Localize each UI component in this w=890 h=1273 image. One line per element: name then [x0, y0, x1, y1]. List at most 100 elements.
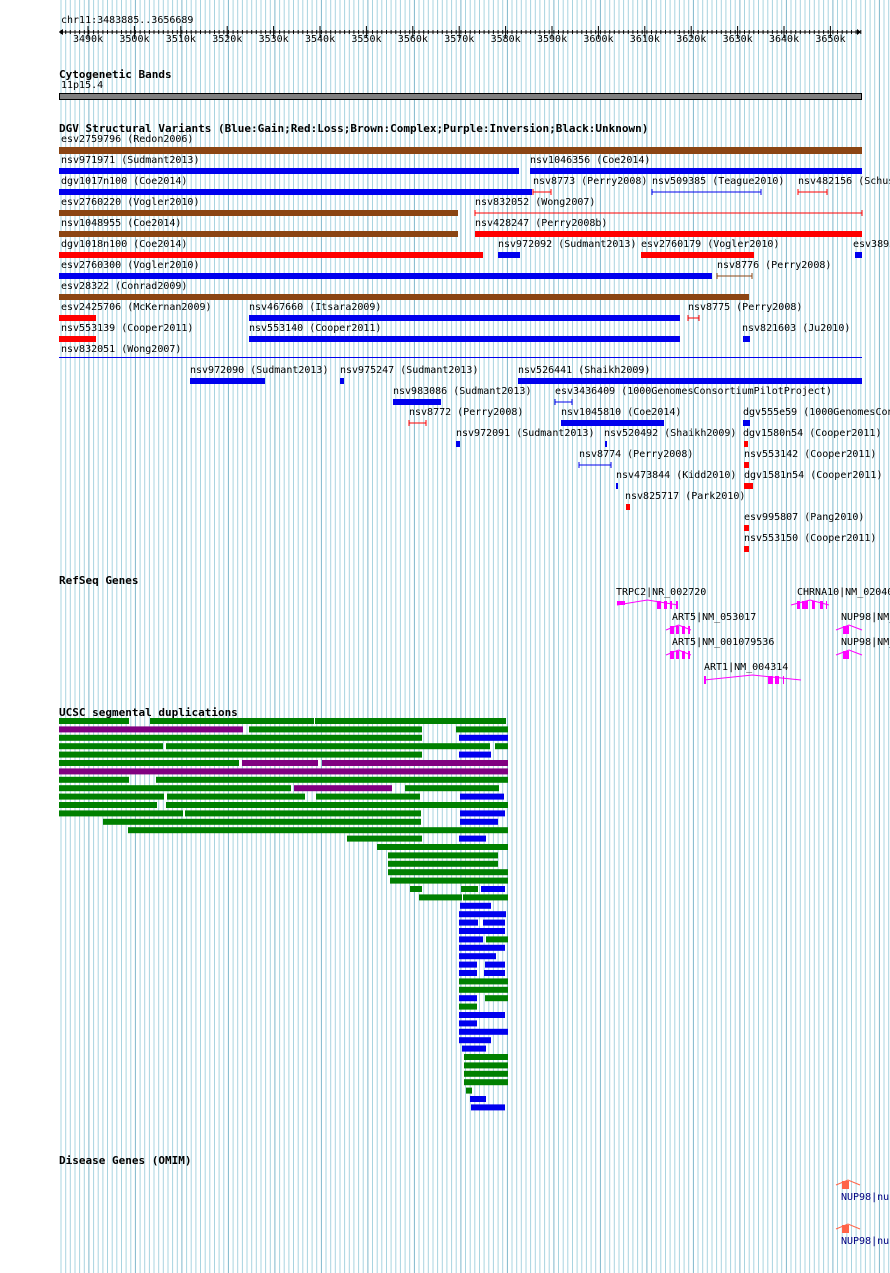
- dgv-feature-glyph[interactable]: [59, 252, 483, 258]
- dgv-feature-glyph[interactable]: [340, 378, 344, 384]
- dgv-feature-glyph[interactable]: [190, 378, 265, 384]
- segdup-block[interactable]: [483, 919, 505, 926]
- cytoband-bar[interactable]: [59, 93, 862, 100]
- segdup-block[interactable]: [156, 776, 508, 783]
- segdup-block[interactable]: [377, 844, 508, 850]
- segdup-block[interactable]: [59, 768, 508, 775]
- segdup-block[interactable]: [459, 1028, 508, 1035]
- dgv-feature-glyph[interactable]: [59, 357, 862, 358]
- segdup-block[interactable]: [459, 961, 477, 968]
- segdup-block[interactable]: [459, 734, 508, 741]
- segdup-block[interactable]: [464, 1070, 508, 1077]
- segdup-block[interactable]: [459, 944, 505, 951]
- segdup-block[interactable]: [459, 970, 477, 976]
- segdup-block[interactable]: [485, 995, 508, 1002]
- dgv-feature-glyph[interactable]: [59, 189, 532, 195]
- segdup-block[interactable]: [466, 1087, 472, 1094]
- dgv-feature-glyph[interactable]: [249, 336, 680, 342]
- dgv-feature-glyph[interactable]: [578, 462, 612, 468]
- segdup-block[interactable]: [59, 734, 422, 741]
- segdup-block[interactable]: [459, 919, 478, 926]
- segdup-block[interactable]: [471, 1104, 505, 1111]
- segdup-block[interactable]: [456, 726, 508, 733]
- segdup-block[interactable]: [316, 793, 420, 800]
- segdup-block[interactable]: [185, 810, 421, 817]
- segdup-block[interactable]: [128, 827, 508, 834]
- segdup-block[interactable]: [249, 726, 422, 733]
- segdup-block[interactable]: [459, 995, 477, 1002]
- dgv-feature-glyph[interactable]: [475, 231, 862, 237]
- dgv-feature-glyph[interactable]: [498, 252, 520, 258]
- segdup-block[interactable]: [459, 936, 483, 943]
- segdup-block[interactable]: [459, 1012, 505, 1018]
- dgv-feature-glyph[interactable]: [716, 273, 753, 279]
- segdup-block[interactable]: [150, 718, 314, 724]
- segdup-block[interactable]: [459, 751, 491, 758]
- dgv-feature-glyph[interactable]: [744, 483, 753, 489]
- dgv-feature-glyph[interactable]: [641, 252, 754, 258]
- segdup-block[interactable]: [459, 835, 486, 842]
- segdup-block[interactable]: [459, 986, 508, 993]
- segdup-block[interactable]: [347, 835, 422, 842]
- dgv-feature-glyph[interactable]: [456, 441, 460, 447]
- segdup-block[interactable]: [459, 1003, 477, 1010]
- segdup-block[interactable]: [390, 877, 508, 884]
- dgv-feature-glyph[interactable]: [59, 315, 96, 321]
- dgv-feature-glyph[interactable]: [743, 336, 750, 342]
- dgv-feature-glyph[interactable]: [744, 525, 749, 531]
- dgv-feature-glyph[interactable]: [743, 420, 750, 426]
- refseq-gene-glyph[interactable]: [665, 624, 692, 634]
- segdup-block[interactable]: [388, 852, 498, 859]
- dgv-feature-glyph[interactable]: [530, 168, 862, 174]
- dgv-feature-glyph[interactable]: [393, 399, 441, 405]
- dgv-feature-glyph[interactable]: [651, 189, 762, 195]
- omim-gene-glyph[interactable]: [835, 1179, 861, 1189]
- segdup-block[interactable]: [486, 936, 508, 943]
- dgv-feature-glyph[interactable]: [59, 273, 712, 279]
- segdup-block[interactable]: [388, 860, 498, 867]
- dgv-feature-glyph[interactable]: [59, 336, 96, 342]
- dgv-feature-glyph[interactable]: [744, 441, 748, 447]
- segdup-block[interactable]: [481, 886, 505, 892]
- dgv-feature-glyph[interactable]: [605, 441, 607, 447]
- dgv-feature-glyph[interactable]: [744, 462, 749, 468]
- segdup-block[interactable]: [315, 718, 506, 724]
- dgv-feature-glyph[interactable]: [797, 189, 828, 195]
- segdup-block[interactable]: [59, 810, 183, 817]
- segdup-block[interactable]: [294, 785, 392, 792]
- dgv-feature-glyph[interactable]: [408, 420, 427, 426]
- segdup-block[interactable]: [470, 1096, 486, 1102]
- dgv-feature-glyph[interactable]: [59, 210, 458, 216]
- segdup-block[interactable]: [242, 760, 318, 766]
- omim-gene-glyphs[interactable]: [0, 1170, 890, 1250]
- segdup-block[interactable]: [459, 953, 496, 960]
- segdup-block[interactable]: [419, 894, 462, 901]
- dgv-feature-glyph[interactable]: [59, 147, 862, 154]
- dgv-feature-glyph[interactable]: [687, 315, 700, 321]
- segdup-blocks[interactable]: [0, 716, 890, 1136]
- dgv-feature-glyph[interactable]: [626, 504, 630, 510]
- dgv-feature-glyph[interactable]: [59, 168, 519, 174]
- segdup-block[interactable]: [462, 1045, 486, 1052]
- segdup-block[interactable]: [464, 1062, 508, 1069]
- segdup-block[interactable]: [59, 802, 157, 808]
- segdup-block[interactable]: [485, 961, 505, 968]
- segdup-block[interactable]: [59, 726, 243, 733]
- segdup-block[interactable]: [388, 869, 508, 876]
- dgv-feature-glyph[interactable]: [616, 483, 618, 489]
- segdup-block[interactable]: [495, 743, 508, 750]
- dgv-feature-glyph[interactable]: [249, 315, 680, 321]
- segdup-block[interactable]: [59, 743, 163, 750]
- segdup-block[interactable]: [460, 902, 491, 909]
- dgv-feature-glyph[interactable]: [59, 294, 749, 300]
- refseq-gene-glyph[interactable]: [790, 599, 830, 609]
- segdup-block[interactable]: [464, 1054, 508, 1060]
- segdup-block[interactable]: [459, 911, 506, 918]
- dgv-feature-glyph[interactable]: [474, 210, 863, 216]
- refseq-gene-glyphs[interactable]: [0, 585, 890, 695]
- segdup-block[interactable]: [322, 760, 508, 766]
- refseq-gene-glyph[interactable]: [835, 649, 863, 659]
- segdup-block[interactable]: [459, 928, 505, 934]
- dgv-feature-glyphs[interactable]: [0, 0, 890, 570]
- segdup-block[interactable]: [59, 718, 129, 724]
